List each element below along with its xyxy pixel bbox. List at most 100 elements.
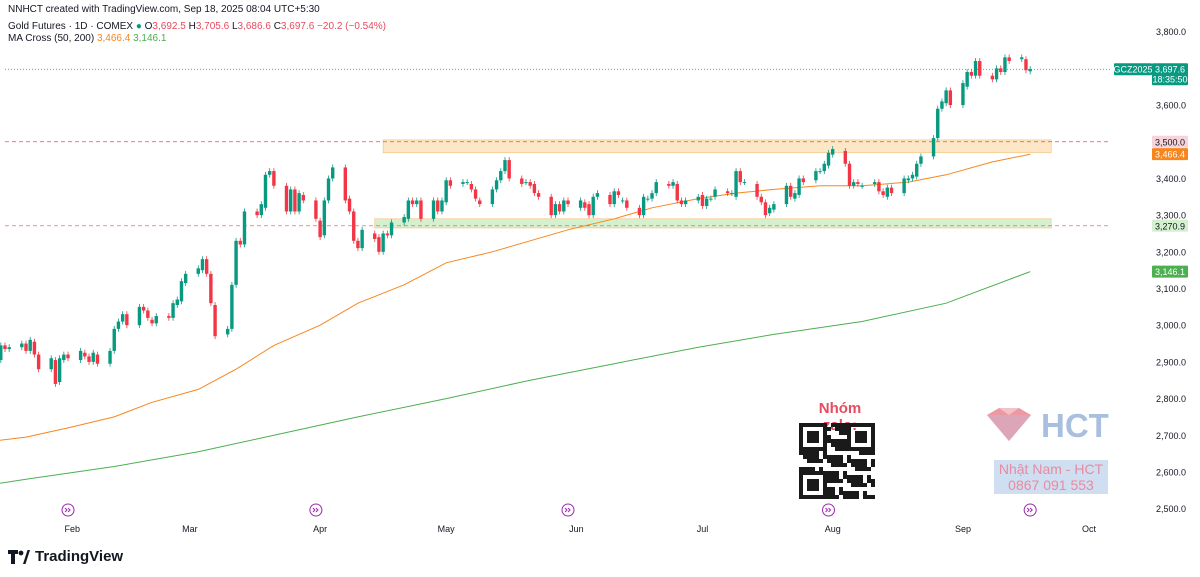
candle-body bbox=[49, 358, 53, 370]
price-label-text: 3,500.0 bbox=[1155, 137, 1185, 147]
qr-module bbox=[803, 447, 807, 451]
qr-module bbox=[835, 495, 839, 499]
qr-module bbox=[819, 467, 823, 471]
x-tick-label: May bbox=[438, 524, 456, 534]
candle-body bbox=[20, 343, 24, 348]
qr-module bbox=[859, 439, 863, 443]
candle-body bbox=[696, 196, 700, 201]
qr-module bbox=[859, 435, 863, 439]
candle-body bbox=[978, 61, 982, 76]
qr-module bbox=[839, 455, 843, 459]
candle-body bbox=[936, 108, 940, 139]
qr-module bbox=[843, 491, 847, 495]
candle-body bbox=[141, 306, 146, 311]
qr-module bbox=[819, 459, 823, 463]
candle-body bbox=[906, 178, 911, 181]
qr-module bbox=[851, 447, 855, 451]
candle-body bbox=[263, 174, 268, 208]
qr-module bbox=[811, 479, 815, 483]
candle-body bbox=[595, 193, 600, 197]
candle-body bbox=[385, 233, 390, 236]
candle-body bbox=[314, 200, 318, 219]
x-tick-label: Apr bbox=[313, 524, 327, 534]
qr-module bbox=[851, 463, 855, 467]
qr-module bbox=[831, 439, 835, 443]
qr-module bbox=[871, 479, 875, 483]
candle-body bbox=[234, 240, 238, 285]
qr-module bbox=[847, 475, 851, 479]
qr-module bbox=[851, 459, 855, 463]
candle-body bbox=[343, 167, 348, 201]
tradingview-logo-icon bbox=[8, 549, 30, 564]
high-label: H bbox=[188, 21, 196, 32]
x-tick-label: Jun bbox=[569, 524, 584, 534]
ma-legend: MA Cross (50, 200) 3,466.4 3,146.1 bbox=[8, 33, 166, 45]
qr-module bbox=[851, 475, 855, 479]
candle-body bbox=[1020, 57, 1024, 60]
qr-module bbox=[847, 491, 851, 495]
qr-module bbox=[815, 455, 819, 459]
qr-module bbox=[799, 447, 803, 451]
candle-body bbox=[494, 180, 499, 190]
candle-body bbox=[797, 178, 801, 195]
lightning-event-icon bbox=[1023, 503, 1037, 517]
qr-module bbox=[807, 479, 811, 483]
qr-module bbox=[835, 479, 839, 483]
candle-body bbox=[209, 273, 213, 304]
x-tick-label: Sep bbox=[955, 524, 971, 534]
price-label-box bbox=[1152, 219, 1188, 232]
qr-module bbox=[855, 463, 859, 467]
candle-body bbox=[146, 310, 150, 318]
qr-module bbox=[855, 439, 859, 443]
qr-module bbox=[855, 447, 859, 451]
qr-module bbox=[871, 495, 875, 499]
candle-body bbox=[931, 138, 936, 157]
qr-module bbox=[859, 459, 863, 463]
y-tick-label: 3,100.0 bbox=[1156, 284, 1186, 294]
qr-module bbox=[851, 479, 855, 483]
qr-module bbox=[823, 427, 827, 431]
candle-body bbox=[999, 68, 1003, 73]
candle-body bbox=[969, 72, 974, 76]
candle-body bbox=[738, 171, 742, 183]
qr-module bbox=[843, 431, 847, 435]
candle-body bbox=[406, 200, 411, 219]
qr-module bbox=[859, 479, 863, 483]
price-label-text: 18:35:50 bbox=[1152, 75, 1187, 85]
candle-body bbox=[83, 352, 87, 357]
qr-module bbox=[863, 431, 867, 435]
qr-module bbox=[847, 435, 851, 439]
qr-module bbox=[799, 431, 803, 435]
qr-module bbox=[863, 423, 867, 427]
candle-body bbox=[675, 183, 679, 201]
candle-body bbox=[646, 198, 650, 200]
qr-module bbox=[855, 435, 859, 439]
candle-body bbox=[755, 183, 759, 197]
qr-module bbox=[803, 455, 807, 459]
qr-module bbox=[815, 431, 819, 435]
candle-body bbox=[587, 204, 591, 216]
qr-module bbox=[803, 467, 807, 471]
candle-body bbox=[730, 193, 734, 195]
qr-module bbox=[831, 479, 835, 483]
qr-module bbox=[823, 451, 827, 455]
qr-module bbox=[807, 467, 811, 471]
candle-body bbox=[196, 268, 200, 274]
qr-module bbox=[815, 451, 819, 455]
candle-body bbox=[583, 202, 587, 208]
candle-body bbox=[28, 339, 32, 351]
candle-body bbox=[62, 354, 66, 361]
x-tick-label: Oct bbox=[1082, 524, 1097, 534]
candle-body bbox=[641, 196, 646, 216]
candle-body bbox=[826, 152, 831, 166]
candle-body bbox=[431, 200, 436, 219]
zones-layer bbox=[374, 139, 1052, 229]
qr-module bbox=[807, 471, 811, 475]
qr-module bbox=[839, 443, 843, 447]
tradingview-brand[interactable]: TradingView bbox=[8, 548, 123, 565]
grid-layer bbox=[5, 68, 1110, 227]
legend-dot: ● bbox=[135, 21, 142, 32]
candle-body bbox=[1028, 69, 1032, 72]
qr-module bbox=[827, 491, 831, 495]
